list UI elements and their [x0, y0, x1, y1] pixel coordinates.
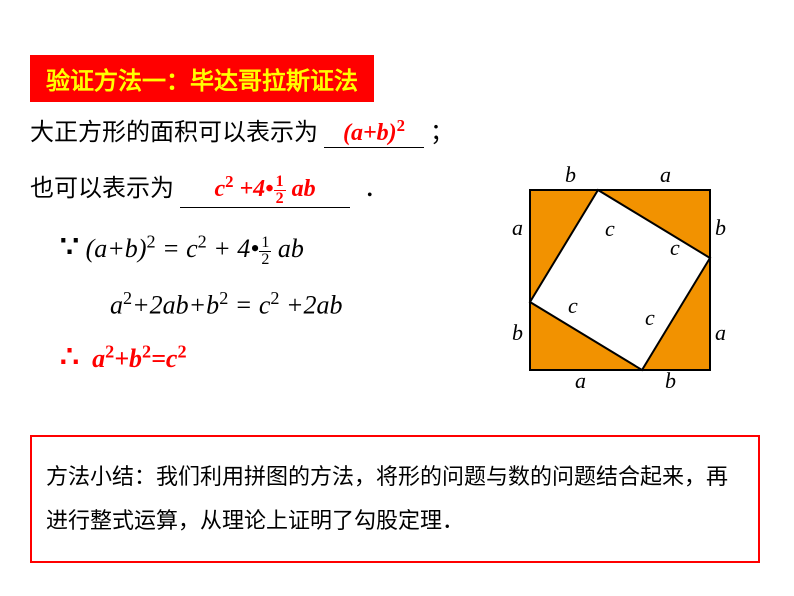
line2-answer-underline: c 2 +4•12 ab	[180, 172, 350, 208]
eq2-e1: 2	[123, 288, 132, 308]
eq3-pb: +b	[114, 344, 142, 373]
label-b-left: b	[512, 320, 523, 346]
eq1-num: 1	[259, 235, 271, 252]
label-a-bottom: a	[575, 368, 586, 394]
eq1-frac: 12	[259, 235, 271, 268]
eq3-e1: 2	[105, 342, 114, 362]
label-c-4: c	[645, 305, 655, 331]
frac-den: 2	[274, 191, 286, 207]
eq2-plus: +2ab	[279, 290, 342, 319]
summary-text: 方法小结：我们利用拼图的方法，将形的问题与数的问题结合起来，再进行整式运算，从理…	[46, 464, 728, 533]
fraction-half: 12	[274, 174, 286, 207]
label-b-right: b	[715, 215, 726, 241]
line1-suffix: ；	[430, 120, 454, 146]
equation-2: a2+2ab+b2 = c2 +2ab	[110, 288, 343, 321]
ab-term: ab	[286, 176, 316, 202]
line-1: 大正方形的面积可以表示为 (a+b)2 ；	[30, 112, 454, 148]
eq1-plus4: + 4•	[207, 234, 260, 263]
line2-answer: c2 +4•12 ab	[214, 176, 315, 202]
eq1-abterm: ab	[271, 234, 304, 263]
eq2-a: a	[110, 290, 123, 319]
label-a-top: a	[660, 162, 671, 188]
eq1-ab: a+b	[94, 234, 138, 263]
therefore-symbol: ∴	[60, 341, 79, 374]
label-a-right: a	[715, 320, 726, 346]
eq1-open: (	[79, 234, 94, 263]
eq3-e3: 2	[177, 342, 186, 362]
label-c-3: c	[568, 293, 578, 319]
eq2-e2: 2	[219, 288, 228, 308]
line1-prefix: 大正方形的面积可以表示为	[30, 120, 318, 146]
line1-answer-underline: (a+b)2	[324, 116, 424, 148]
line2-prefix: 也可以表示为	[30, 176, 180, 202]
label-c-2: c	[670, 235, 680, 261]
eq1-den: 2	[259, 252, 271, 268]
frac-num: 1	[274, 174, 286, 191]
eq3-e2: 2	[142, 342, 151, 362]
label-a-left: a	[512, 215, 523, 241]
equation-1: ∵ (a+b)2 = c2 + 4•12 ab	[60, 230, 343, 268]
because-symbol: ∵	[60, 231, 79, 264]
label-b-bottom: b	[665, 368, 676, 394]
label-c-1: c	[605, 216, 615, 242]
line-2: 也可以表示为 c 2 +4•12 ab ．	[30, 168, 388, 208]
c-term: c	[214, 176, 225, 202]
eq1-cexp: 2	[198, 231, 207, 251]
eq1-exp: 2	[146, 231, 155, 251]
line1-answer: (a+b)2	[343, 120, 405, 146]
eq3-eqc: =c	[151, 344, 177, 373]
line2-suffix: ．	[364, 176, 388, 202]
eq3-a: a	[79, 344, 105, 373]
equation-3: ∴ a2+b2=c2	[60, 340, 343, 375]
eq2-eq: = c	[228, 290, 270, 319]
paren-open: (	[343, 120, 351, 146]
exp-2: 2	[397, 116, 405, 135]
summary-box: 方法小结：我们利用拼图的方法，将形的问题与数的问题结合起来，再进行整式运算，从理…	[30, 435, 760, 563]
label-b-top: b	[565, 162, 576, 188]
header-title: 验证方法一：毕达哥拉斯证法	[30, 55, 374, 102]
ab-term: a+b	[351, 120, 389, 146]
eq2-m1: +2	[132, 290, 163, 319]
paren-close: )	[389, 120, 397, 146]
eq1-mid: = c	[156, 234, 198, 263]
equation-block: ∵ (a+b)2 = c2 + 4•12 ab a2+2ab+b2 = c2 +…	[60, 230, 343, 395]
eq2-ab: ab+b	[163, 290, 220, 319]
pythagoras-figure: b a a b b a a b c c c c	[510, 180, 730, 380]
plus4: +4•	[233, 176, 273, 202]
